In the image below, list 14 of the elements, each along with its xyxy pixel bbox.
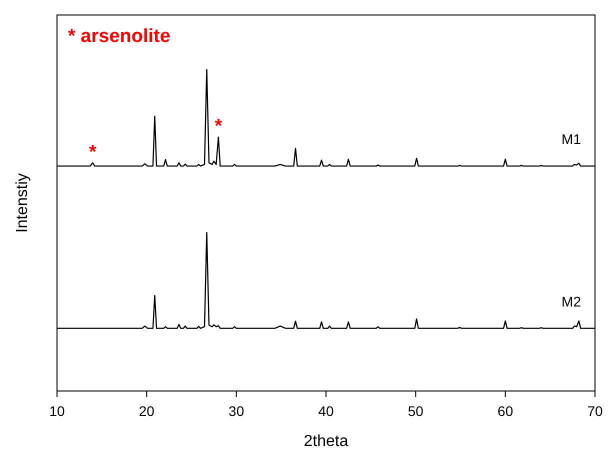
x-tick-label: 70 <box>587 403 603 419</box>
annotation: * <box>214 116 223 138</box>
x-tick-label: 10 <box>49 403 65 419</box>
x-tick-label: 20 <box>138 403 155 419</box>
x-tick-label: 30 <box>228 403 244 419</box>
series-label: M1 <box>562 131 582 148</box>
series-label: M2 <box>562 293 582 310</box>
y-axis-title: Intenstiy <box>14 173 31 233</box>
x-tick-label: 60 <box>498 403 514 419</box>
text: * arsenolite <box>68 26 170 47</box>
x-tick-label: 50 <box>408 403 424 419</box>
x-tick-label: 40 <box>318 403 334 419</box>
x-axis-title: 2theta <box>304 433 348 450</box>
annotation: * <box>88 142 97 163</box>
